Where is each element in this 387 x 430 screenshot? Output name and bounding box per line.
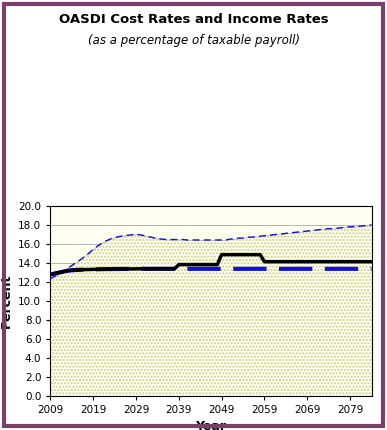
Y-axis label: Percent: Percent bbox=[0, 274, 13, 328]
Text: (as a percentage of taxable payroll): (as a percentage of taxable payroll) bbox=[87, 34, 300, 47]
X-axis label: Year: Year bbox=[195, 420, 226, 430]
Text: OASDI Cost Rates and Income Rates: OASDI Cost Rates and Income Rates bbox=[59, 13, 328, 26]
